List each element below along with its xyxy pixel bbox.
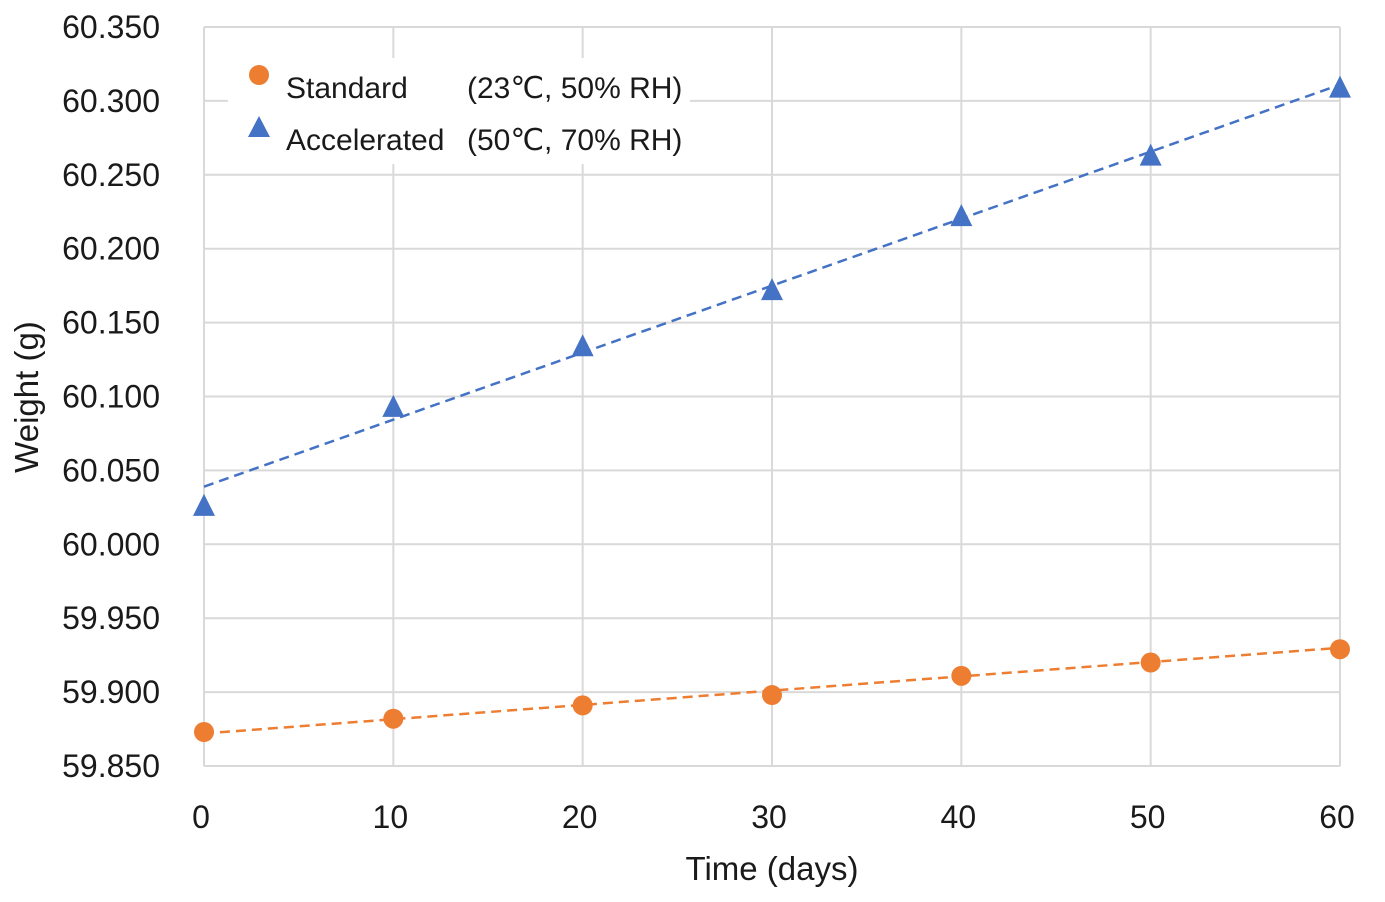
y-tick-label: 60.250	[62, 157, 160, 193]
data-point-accelerated	[382, 394, 405, 417]
y-tick-label: 60.350	[62, 9, 160, 45]
trendline-accelerated	[203, 83, 1341, 488]
data-point-accelerated	[950, 204, 973, 227]
y-tick-label: 59.900	[62, 674, 160, 710]
y-tick-label: 60.050	[62, 452, 160, 488]
data-point-standard	[194, 722, 214, 743]
x-axis-title: Time (days)	[686, 850, 859, 887]
tick-labels: 59.850 59.900 59.950 60.000 60.050 60.100 60.1…	[62, 9, 1355, 835]
y-tick-label: 60.200	[62, 231, 160, 267]
data-point-standard	[1330, 639, 1350, 660]
legend-marker-standard	[249, 65, 269, 85]
y-tick-label: 59.950	[62, 600, 160, 636]
y-tick-label: 60.300	[62, 83, 160, 119]
y-tick-label: 60.150	[62, 305, 160, 341]
data-point-standard	[572, 695, 593, 716]
data-point-standard	[383, 708, 404, 729]
data-point-accelerated	[571, 334, 594, 357]
x-tick-label: 0	[192, 799, 210, 835]
legend-condition-standard: (23℃, 50% RH)	[467, 72, 682, 105]
x-tick-label: 30	[751, 799, 787, 835]
data-point-standard	[1140, 652, 1161, 673]
x-tick-label: 50	[1130, 799, 1166, 835]
data-point-accelerated	[1139, 143, 1162, 166]
x-tick-label: 40	[941, 799, 977, 835]
y-tick-label: 60.000	[62, 526, 160, 562]
y-tick-label: 59.850	[62, 748, 160, 784]
legend-condition-accelerated: (50℃, 70% RH)	[467, 124, 682, 157]
data-markers	[193, 75, 1351, 743]
y-axis-title: Weight (g)	[8, 321, 45, 473]
legend-marker-accelerated	[248, 116, 270, 137]
legend-background	[228, 58, 690, 164]
data-point-accelerated	[1329, 75, 1351, 98]
x-tick-label: 10	[373, 799, 409, 835]
data-point-accelerated	[761, 278, 783, 301]
data-point-accelerated	[193, 493, 215, 516]
data-point-standard	[951, 665, 972, 686]
x-tick-label: 60	[1319, 799, 1355, 835]
x-tick-label: 20	[562, 799, 598, 835]
legend: Standard (23℃, 50% RH) Accelerated (50℃,…	[228, 58, 690, 164]
data-point-standard	[762, 685, 782, 706]
legend-label-accelerated: Accelerated	[286, 124, 444, 157]
y-tick-label: 60.100	[62, 379, 160, 415]
legend-label-standard: Standard	[286, 72, 408, 105]
